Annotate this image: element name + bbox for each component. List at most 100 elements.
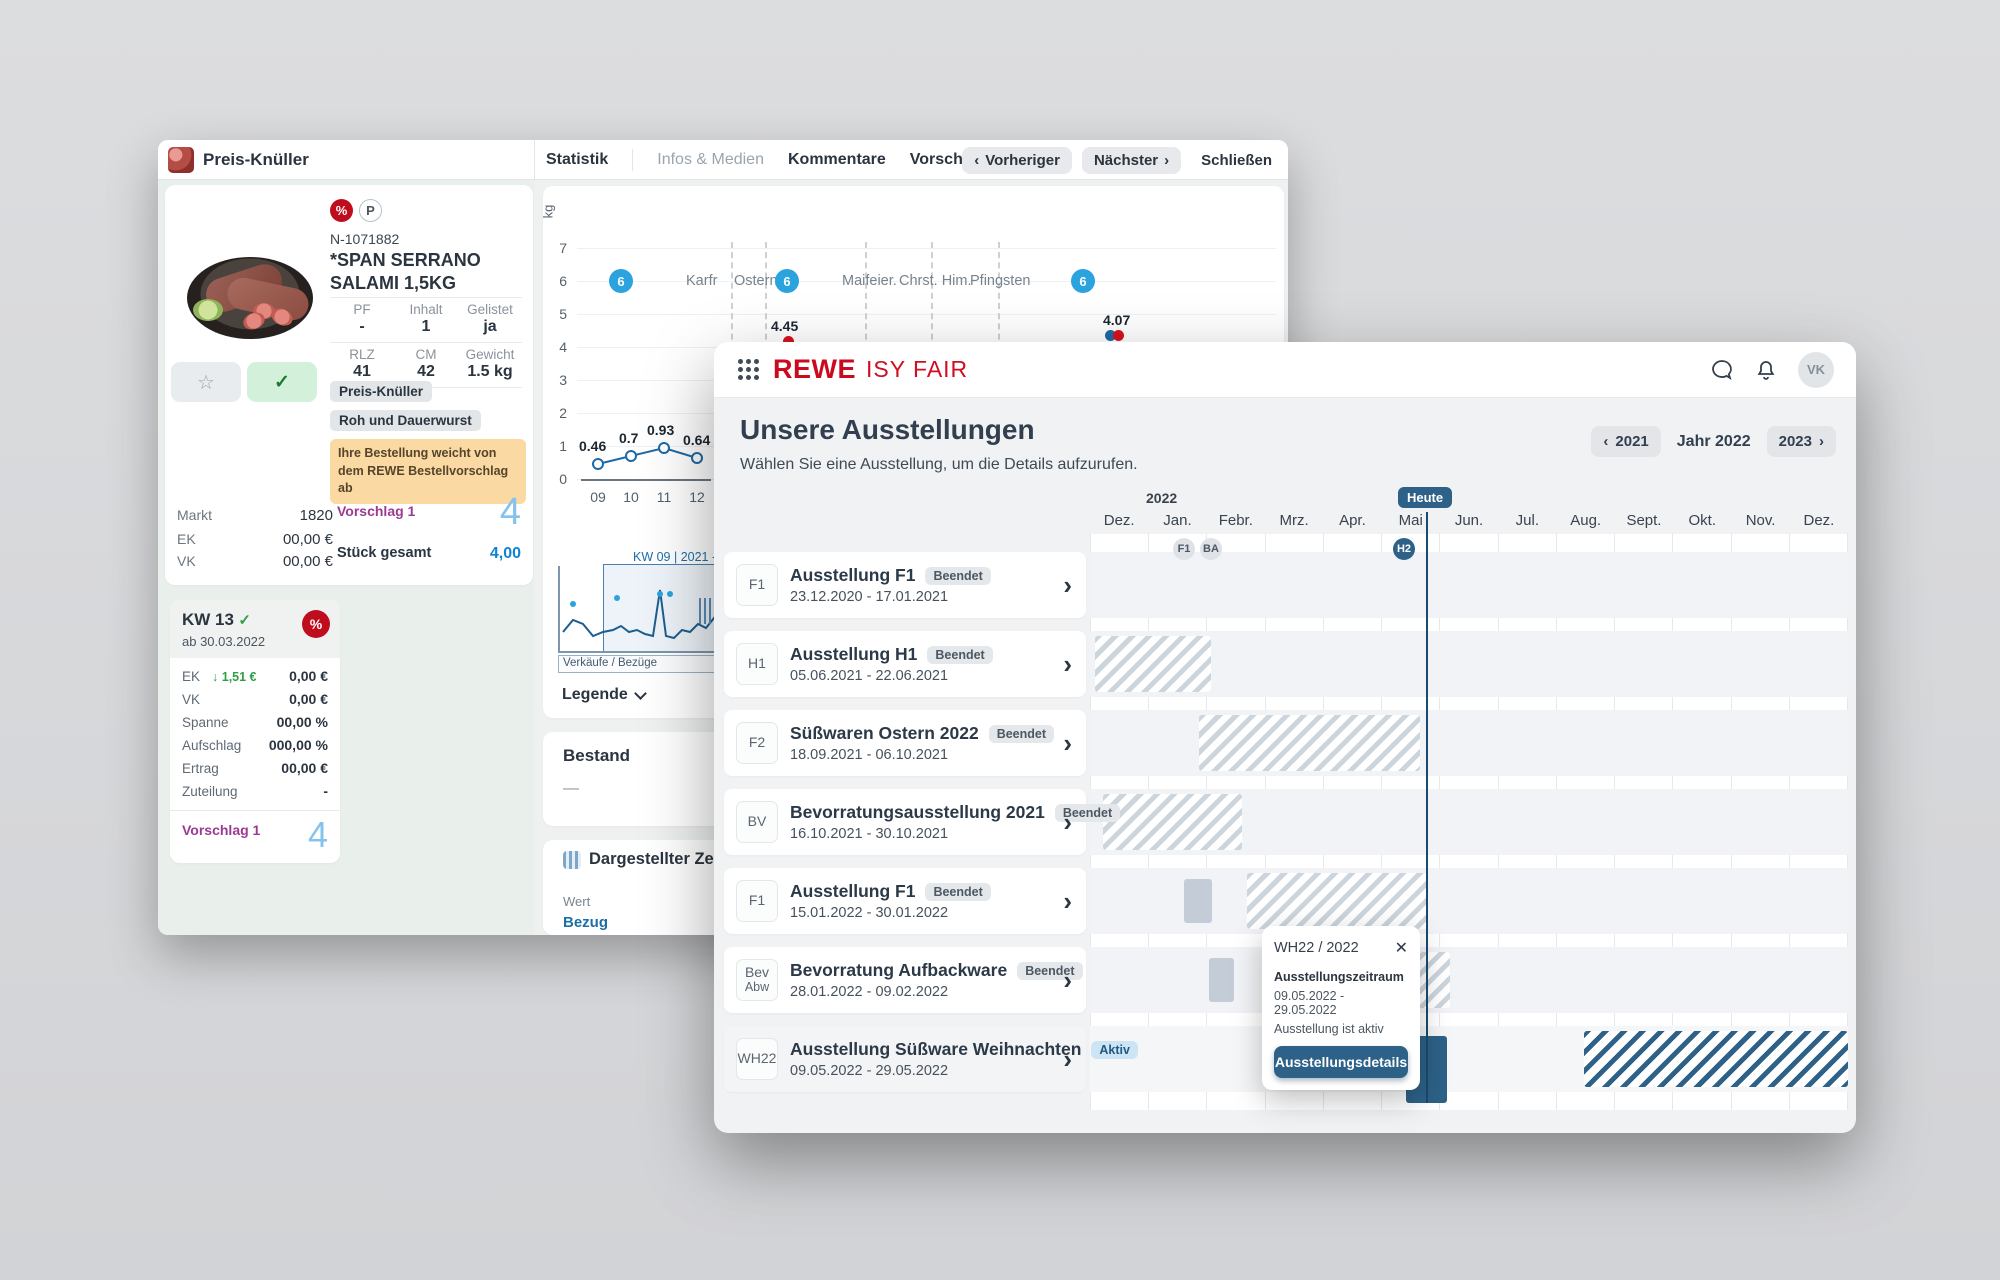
product-badges: % P <box>330 199 382 222</box>
timeline-marker-ba[interactable]: BA <box>1200 538 1222 560</box>
exhibition-row[interactable]: F1 Ausstellung F1 Beendet 23.12.2020 - 1… <box>724 552 1086 618</box>
product-card: ☆ ✓ % P N-1071882 *SPAN SERRANO SALAMI 1… <box>165 185 533 585</box>
confirm-check-button[interactable]: ✓ <box>247 362 317 402</box>
exhibition-dates: 28.01.2022 - 09.02.2022 <box>790 984 949 1000</box>
minichart[interactable] <box>558 566 721 653</box>
stueck-row: Stück gesamt 4,00 <box>337 545 521 562</box>
exhibition-tooltip: WH22 / 2022 ✕ Ausstellungszeitraum 09.05… <box>1262 926 1420 1090</box>
minichart-hatch-region <box>699 598 714 624</box>
product-spec-table: PF - Inhalt 1 Gelistet ja RLZ 41 CM 42 Gewich… <box>330 297 522 388</box>
previous-button[interactable]: ‹ Vorheriger <box>962 146 1072 174</box>
gantt-row-band <box>1090 631 1848 697</box>
exhibition-dates: 15.01.2022 - 30.01.2022 <box>790 905 949 921</box>
gantt-bar-wh22-planned[interactable] <box>1584 1031 1848 1087</box>
vorschlag-row: Vorschlag 1 4 <box>337 491 521 533</box>
tooltip-status: Ausstellung ist aktiv <box>1274 1022 1384 1036</box>
x-axis-line <box>581 479 711 481</box>
holiday-label: Maifeier. <box>842 273 897 289</box>
stat-row-ek: EK 00,00 € <box>177 531 333 548</box>
rewe-logo: REWE <box>773 354 856 384</box>
data-point-marker <box>1105 330 1116 341</box>
today-badge: Heute <box>1398 487 1453 508</box>
year-navigation: ‹ 2021 Jahr 2022 2023 › <box>1591 426 1836 457</box>
legend-toggle[interactable]: Legende <box>562 686 647 704</box>
exhibition-row[interactable]: Bev Abw Bevorratung Aufbackware Beendet … <box>724 947 1086 1013</box>
product-sku: N-1071882 <box>330 231 400 247</box>
kw-row-vk: VK 0,00 € <box>182 691 328 707</box>
timerange-icon <box>563 851 581 869</box>
gantt-bar-f1-2022-solid[interactable] <box>1184 879 1212 923</box>
exhibition-title: Ausstellung F1 <box>790 565 916 585</box>
kw-row-zuteilung: Zuteilung - <box>182 783 328 799</box>
user-avatar[interactable]: VK <box>1798 351 1834 388</box>
chevron-right-icon: › <box>1063 570 1072 600</box>
tooltip-section-label: Ausstellungszeitraum <box>1274 970 1404 984</box>
holiday-label: Chrst. Him. <box>899 273 972 289</box>
chat-icon[interactable] <box>1710 358 1734 382</box>
gantt-bar-bev-abw-solid[interactable] <box>1209 958 1234 1002</box>
event-count-badge[interactable]: 6 <box>1071 269 1095 293</box>
wert-label: Wert <box>563 894 591 909</box>
ek-delta: ↓ 1,51 € <box>212 670 257 684</box>
tab-infos-medien[interactable]: Infos & Medien <box>657 151 764 168</box>
close-icon[interactable]: ✕ <box>1394 940 1408 957</box>
chevron-right-icon: › <box>1819 433 1824 450</box>
tag-preis-knueller: Preis-Knüller <box>330 381 433 402</box>
timeline-year-label: 2022 <box>1146 490 1178 506</box>
exhibition-row[interactable]: F1 Ausstellung F1 Beendet 15.01.2022 - 3… <box>724 868 1086 934</box>
exhibition-title: Ausstellung Süßware Weihnachten <box>790 1039 1082 1059</box>
app-grid-icon[interactable] <box>738 359 759 380</box>
bestand-title: Bestand <box>563 746 631 765</box>
next-button[interactable]: Nächster › <box>1081 146 1182 174</box>
status-badge: Beendet <box>925 566 991 585</box>
previous-year-button[interactable]: ‹ 2021 <box>1591 426 1661 457</box>
minichart-axis-label: Verkäufe / Bezüge <box>558 655 718 673</box>
exhibition-row-selected[interactable]: WH22 Ausstellung Süßware Weihnachten Akt… <box>724 1026 1138 1092</box>
exhibition-dates: 18.09.2021 - 06.10.2021 <box>790 747 949 763</box>
exhibition-row[interactable]: BV Bevorratungsausstellung 2021 Beendet … <box>724 789 1121 855</box>
timeline-marker-f1[interactable]: F1 <box>1173 538 1195 560</box>
check-icon: ✓ <box>274 371 290 393</box>
product-photo <box>179 227 319 349</box>
header-actions: VK <box>1710 351 1834 388</box>
gantt-bar-f1-2022-hatch[interactable] <box>1247 873 1427 929</box>
exhibition-title: Süßwaren Ostern 2022 <box>790 723 979 743</box>
vorschlag-value: 4 <box>499 491 521 533</box>
exhibition-row[interactable]: F2 Süßwaren Ostern 2022 Beendet 18.09.20… <box>724 710 1086 776</box>
gantt-bar-bv[interactable] <box>1103 794 1242 850</box>
kw-row-ek: EK ↓ 1,51 € 0,00 € <box>182 668 328 684</box>
minichart-range-title: KW 09 | 2021 - KW <box>633 550 740 564</box>
rewe-header: REWE ISY FAIR VK <box>714 342 1856 398</box>
data-point-marker <box>1113 330 1124 341</box>
product-thumbnail-icon <box>168 146 194 173</box>
kw13-header: KW 13 ✓ ab 30.03.2022 % <box>170 600 340 658</box>
p-badge-icon: P <box>359 199 382 222</box>
event-count-badge[interactable]: 6 <box>609 269 633 293</box>
event-count-badge[interactable]: 6 <box>775 269 799 293</box>
exhibition-row[interactable]: H1 Ausstellung H1 Beendet 05.06.2021 - 2… <box>724 631 1086 697</box>
tab-statistik[interactable]: Statistik <box>546 151 609 168</box>
titlebar-divider <box>534 140 535 180</box>
pager-controls: ‹ Vorheriger Nächster › Schließen <box>962 145 1282 175</box>
exhibition-title: Bevorratung Aufbackware <box>790 960 1008 980</box>
annotation-445: 4.45 <box>771 318 799 334</box>
gantt-row-band <box>1090 552 1848 618</box>
favorite-star-button[interactable]: ☆ <box>171 362 241 402</box>
point-label: 0.7 <box>619 430 639 446</box>
tab-kommentare[interactable]: Kommentare <box>787 151 886 168</box>
page-title: Unsere Ausstellungen <box>740 414 1035 445</box>
exhibition-title: Ausstellung H1 <box>790 644 918 664</box>
next-year-button[interactable]: 2023 › <box>1766 426 1836 457</box>
close-button[interactable]: Schließen <box>1201 151 1272 169</box>
order-deviation-alert: Ihre Bestellung weicht von dem REWE Best… <box>330 439 526 504</box>
bezug-value[interactable]: Bezug <box>563 914 608 931</box>
discount-percent-icon: % <box>330 199 353 222</box>
bell-icon[interactable] <box>1754 358 1778 382</box>
timeline-marker-h2[interactable]: H2 <box>1393 538 1415 560</box>
gantt-bar-h1[interactable] <box>1095 636 1211 692</box>
chevron-right-icon: › <box>1063 728 1072 758</box>
current-year-label: Jahr 2022 <box>1676 432 1751 450</box>
ausstellungsdetails-button[interactable]: Ausstellungsdetails <box>1274 1046 1408 1078</box>
gantt-bar-f2[interactable] <box>1199 715 1420 771</box>
status-badge: Beendet <box>988 724 1055 743</box>
